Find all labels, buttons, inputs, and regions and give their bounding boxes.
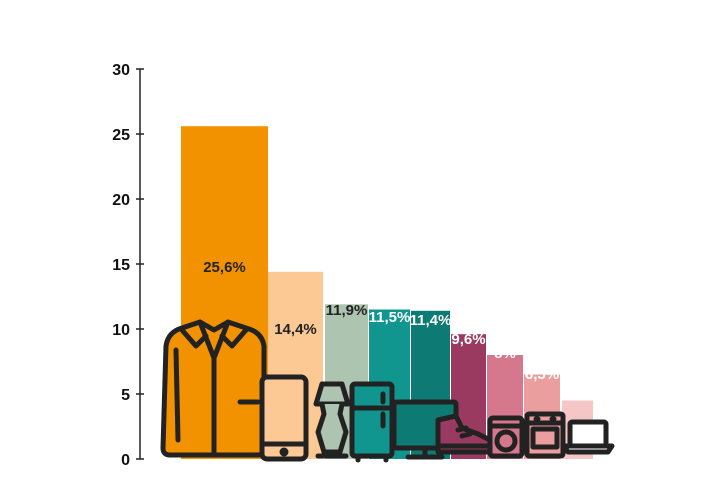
data-label: 11,9%: [326, 302, 368, 319]
data-label: 11,5%: [369, 309, 411, 326]
laptop-icon: [561, 419, 615, 455]
lamp-icon: [313, 381, 351, 459]
data-label: 25,6%: [203, 259, 246, 276]
y-tick-label: 30: [112, 62, 130, 79]
data-label: 4,5%: [560, 380, 594, 397]
y-axis: 0 5 10 15 20 25 30: [112, 62, 144, 469]
data-label: 6,5%: [525, 366, 559, 383]
data-label: 14,4%: [274, 321, 317, 338]
oven-icon: [524, 411, 566, 459]
y-tick-label: 25: [112, 127, 130, 144]
y-tick-label: 0: [121, 452, 130, 469]
data-label: 11,4%: [410, 312, 452, 329]
refrigerator-icon: [349, 381, 395, 463]
smartphone-icon: [259, 374, 309, 462]
data-label: 8%: [494, 345, 516, 362]
y-tick-label: 5: [121, 387, 130, 404]
y-tick-label: 20: [112, 192, 130, 209]
shirt-icon: [160, 319, 267, 458]
washing-machine-icon: [487, 415, 525, 459]
y-tick-label: 15: [112, 257, 130, 274]
data-label: 9,6%: [451, 331, 485, 348]
y-tick-label: 10: [112, 322, 130, 339]
data-labels: 25,6% 14,4% 11,9% 11,5% 11,4% 9,6% 8% 6,5%4,5%: [203, 259, 594, 397]
category-icons: [160, 319, 615, 463]
